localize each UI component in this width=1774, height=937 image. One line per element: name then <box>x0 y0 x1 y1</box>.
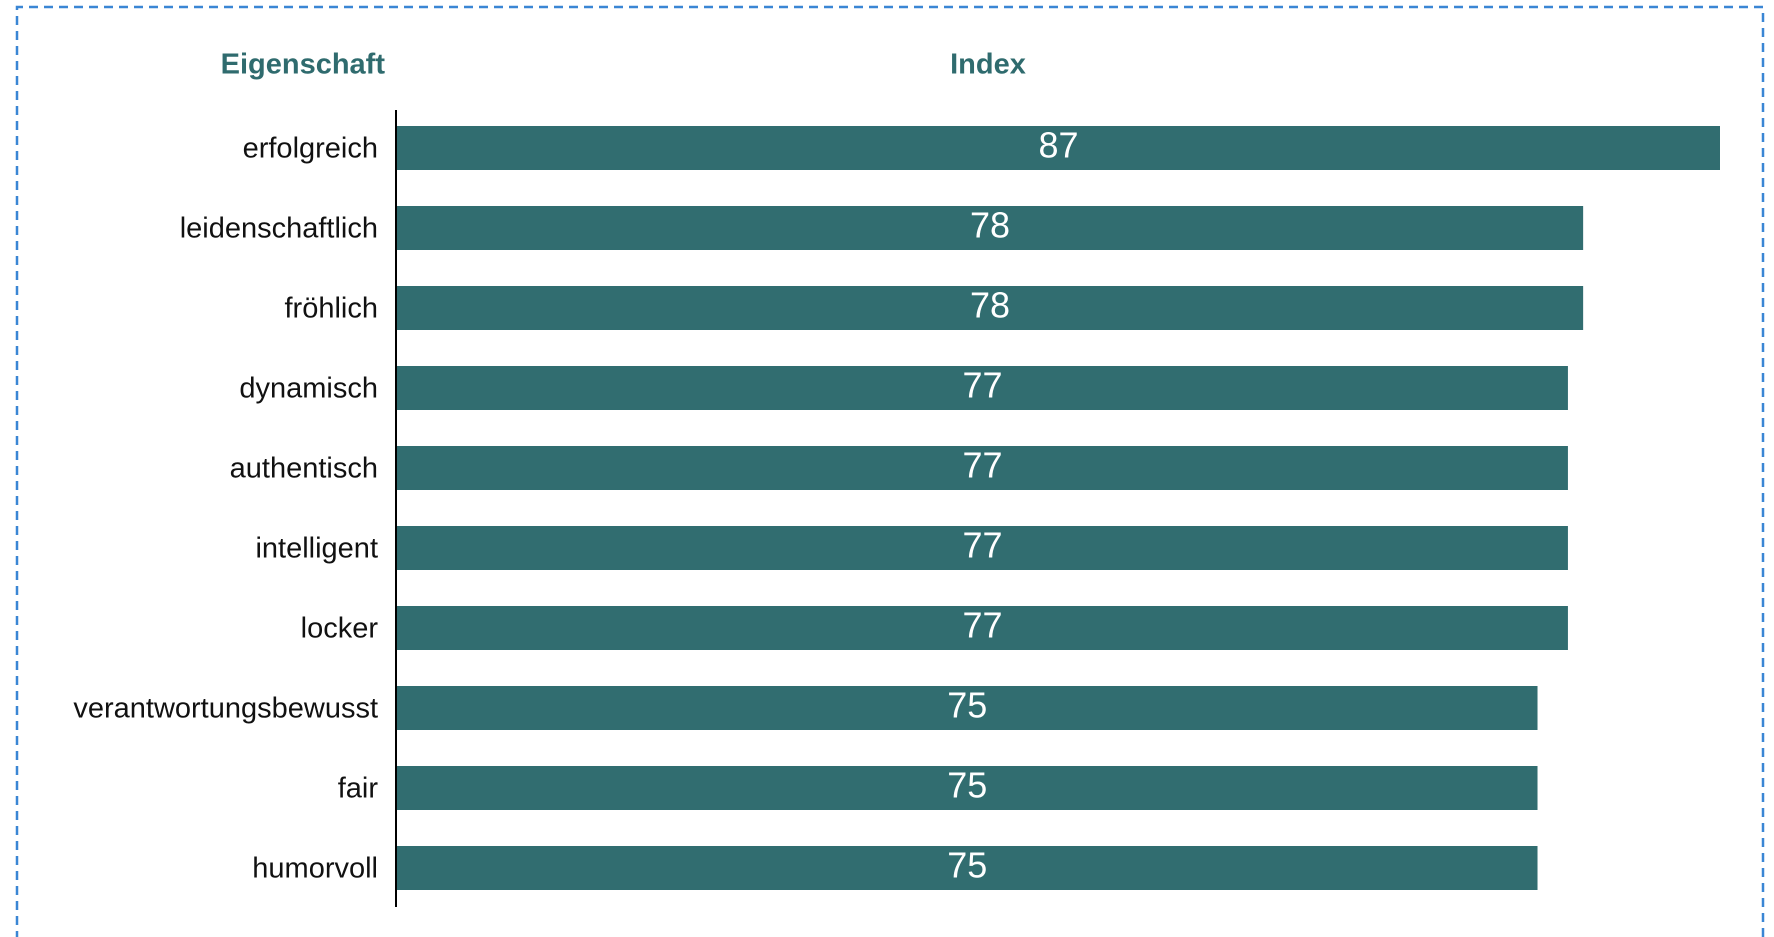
frame <box>15 5 1765 937</box>
category-label: fröhlich <box>285 293 379 325</box>
value-label: 75 <box>947 765 987 806</box>
value-label: 75 <box>947 685 987 726</box>
bar <box>397 686 1538 730</box>
bar <box>397 126 1720 170</box>
bar <box>397 366 1568 410</box>
category-label: authentisch <box>230 453 378 485</box>
bar <box>397 286 1584 330</box>
value-label: 78 <box>970 285 1010 326</box>
category-label: erfolgreich <box>243 133 378 165</box>
bar <box>397 206 1584 250</box>
value-label: 87 <box>1038 125 1078 166</box>
bar <box>397 526 1568 570</box>
value-header: Index <box>950 49 1026 81</box>
value-label: 78 <box>970 205 1010 246</box>
value-label: 75 <box>947 845 987 886</box>
value-label: 77 <box>962 605 1002 646</box>
category-label: leidenschaftlich <box>180 213 378 245</box>
category-header: Eigenschaft <box>221 49 386 81</box>
bar <box>397 606 1568 650</box>
bar <box>397 766 1538 810</box>
category-label: humorvoll <box>252 853 378 885</box>
category-label: intelligent <box>255 533 378 565</box>
category-label: dynamisch <box>239 373 378 405</box>
bar <box>397 846 1538 890</box>
value-label: 77 <box>962 365 1002 406</box>
category-label: locker <box>301 613 379 645</box>
value-label: 77 <box>962 525 1002 566</box>
category-label: verantwortungsbewusst <box>73 693 378 725</box>
bar <box>397 446 1568 490</box>
category-label: fair <box>338 773 379 805</box>
value-label: 77 <box>962 445 1002 486</box>
